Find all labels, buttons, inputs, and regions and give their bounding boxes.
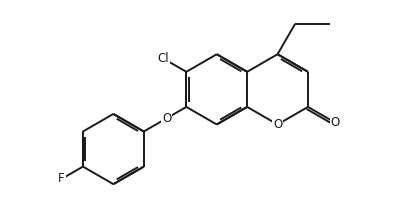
Text: Cl: Cl: [158, 52, 170, 65]
Text: F: F: [58, 172, 65, 185]
Text: O: O: [273, 118, 282, 131]
Text: O: O: [162, 112, 171, 125]
Text: O: O: [331, 116, 340, 129]
